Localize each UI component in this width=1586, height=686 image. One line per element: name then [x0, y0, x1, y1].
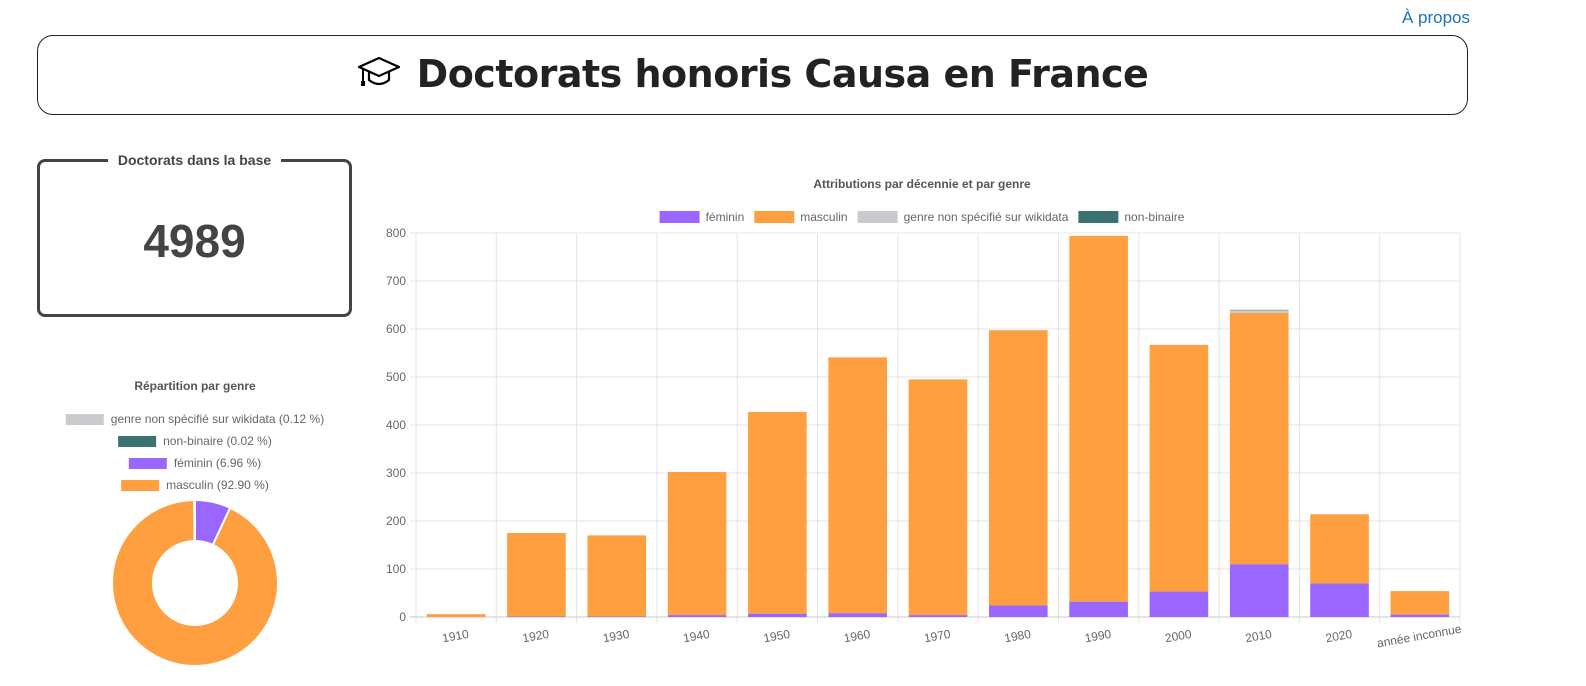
- bar-segment: [1229, 310, 1289, 313]
- bar-segment: [748, 412, 807, 614]
- counter-label: Doctorats dans la base: [107, 152, 282, 168]
- bar-legend-item: féminin: [659, 210, 745, 224]
- y-tick-label: 300: [386, 466, 406, 480]
- page-title-text: Doctorats honoris Causa en France: [416, 51, 1149, 96]
- bar-segment: [908, 615, 968, 617]
- y-tick-label: 200: [386, 514, 406, 528]
- pie-legend-swatch: [121, 480, 160, 491]
- bar-legend-item: genre non spécifié sur wikidata: [857, 210, 1069, 224]
- bar-legend-label: genre non spécifié sur wikidata: [904, 210, 1069, 224]
- bar-segment: [1310, 514, 1369, 584]
- x-tick-label: 1950: [762, 627, 791, 645]
- graduation-cap-icon: [357, 54, 401, 98]
- x-tick-label: année inconnue: [1376, 622, 1463, 651]
- bar-segment: [1149, 591, 1209, 617]
- x-tick-label: 1910: [441, 627, 470, 645]
- bar-segment: [988, 605, 1048, 617]
- pie-legend-swatch: [128, 458, 167, 469]
- pie-legend-label: masculin (92.90 %): [166, 478, 269, 492]
- x-tick-label: 2020: [1324, 627, 1353, 645]
- y-tick-label: 100: [386, 562, 406, 576]
- bar-segment: [828, 613, 888, 617]
- bar-legend-item: non-binaire: [1078, 210, 1185, 224]
- bar-legend-label: féminin: [706, 210, 745, 224]
- bar-segment: [1069, 235, 1128, 602]
- bar-segment: [426, 614, 486, 617]
- x-tick-label: 1940: [682, 627, 711, 645]
- x-tick-label: 1990: [1084, 627, 1113, 645]
- bar-chart-x-axis: 1910 1920 1930 1940 1950 1960 1970 1980 1990 2000…: [441, 622, 1463, 651]
- counter-value: 4989: [143, 215, 246, 267]
- bar-segment: [1229, 312, 1289, 565]
- doctorate-counter-box: Doctorats dans la base 4989: [37, 152, 352, 317]
- bar-segment: [988, 330, 1048, 606]
- bar-segment: [1310, 583, 1369, 617]
- bar-legend-swatch: [1078, 211, 1119, 223]
- x-tick-label: 1970: [923, 627, 952, 645]
- pie-chart-title: Répartition par genre: [134, 379, 256, 393]
- y-tick-label: 800: [386, 226, 406, 240]
- bar-legend-swatch: [754, 211, 795, 223]
- pie-legend-label: genre non spécifié sur wikidata (0.12 %): [111, 412, 324, 426]
- pie-legend-item: genre non spécifié sur wikidata (0.12 %): [65, 412, 324, 426]
- y-tick-label: 500: [386, 370, 406, 384]
- bar-segment: [908, 379, 968, 616]
- about-link[interactable]: À propos: [1401, 8, 1470, 27]
- x-tick-label: 2000: [1164, 627, 1193, 645]
- bar-segment: [587, 535, 647, 617]
- y-tick-label: 600: [386, 322, 406, 336]
- pie-legend-label: féminin (6.96 %): [174, 456, 261, 470]
- bar-segment: [748, 613, 807, 617]
- pie-legend-swatch: [118, 436, 157, 447]
- x-tick-label: 2010: [1244, 627, 1273, 645]
- x-tick-label: 1980: [1003, 627, 1032, 645]
- pie-legend-item: masculin (92.90 %): [121, 478, 269, 492]
- bar-segment: [507, 616, 566, 618]
- bar-segment: [1390, 591, 1450, 615]
- pie-chart-legend: genre non spécifié sur wikidata (0.12 %)…: [65, 412, 324, 492]
- bar-legend-swatch: [659, 211, 700, 223]
- decade-bar-chart: Attributions par décennie et par genre f…: [386, 177, 1463, 651]
- bar-legend-label: non-binaire: [1124, 210, 1184, 224]
- x-tick-label: 1920: [521, 627, 550, 645]
- bar-chart-bars: [426, 235, 1450, 618]
- bar-segment: [507, 533, 566, 617]
- x-tick-label: 1960: [843, 627, 872, 645]
- page-header: Doctorats honoris Causa en France: [37, 35, 1468, 115]
- gender-pie-chart: Répartition par genre genre non spécifié…: [65, 379, 324, 667]
- bar-segment: [1229, 309, 1289, 311]
- pie-legend-swatch: [65, 414, 104, 425]
- bar-segment: [667, 615, 727, 617]
- pie-slice: [111, 498, 279, 667]
- page-title: Doctorats honoris Causa en France: [357, 52, 1149, 99]
- pie-legend-item: non-binaire (0.02 %): [118, 434, 272, 448]
- bar-segment: [828, 357, 888, 614]
- pie-legend-label: non-binaire (0.02 %): [163, 434, 272, 448]
- pie-chart-slices: [111, 498, 279, 667]
- bar-legend-label: masculin: [800, 210, 847, 224]
- bar-segment: [1229, 564, 1289, 617]
- pie-legend-item: féminin (6.96 %): [128, 456, 261, 470]
- bar-legend-item: masculin: [754, 210, 848, 224]
- y-tick-label: 0: [399, 610, 406, 624]
- x-tick-label: 1930: [602, 627, 631, 645]
- bar-segment: [988, 329, 1048, 331]
- bar-segment: [1149, 344, 1209, 592]
- bar-chart-legend: féminin masculin genre non spécifié sur wi…: [659, 210, 1185, 224]
- bar-segment: [1390, 614, 1450, 617]
- bar-chart-y-axis: 0 100 200 300 400 500 600 700 800: [386, 226, 406, 624]
- bar-legend-swatch: [857, 211, 898, 223]
- bar-segment: [667, 472, 727, 616]
- y-tick-label: 700: [386, 274, 406, 288]
- bar-segment: [1069, 601, 1128, 617]
- y-tick-label: 400: [386, 418, 406, 432]
- bar-chart-title: Attributions par décennie et par genre: [813, 177, 1031, 191]
- bar-segment: [587, 616, 647, 618]
